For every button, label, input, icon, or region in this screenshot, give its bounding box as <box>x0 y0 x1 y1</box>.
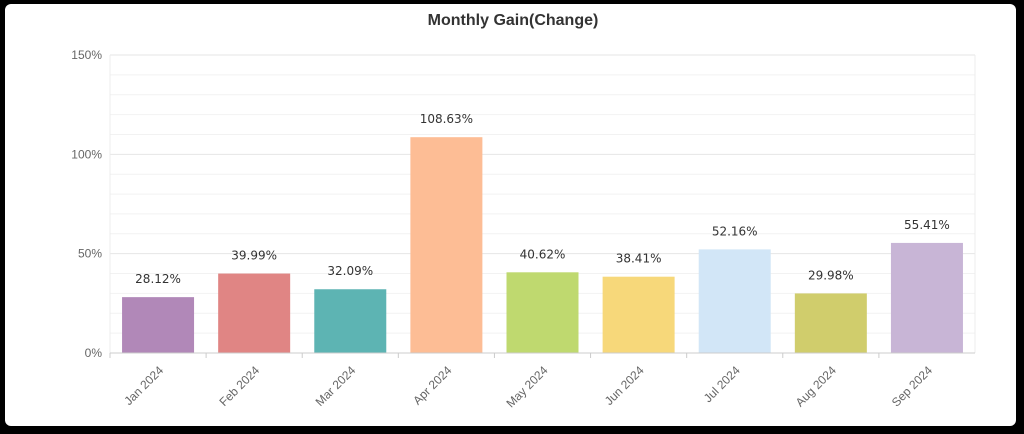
x-tick-label: Apr 2024 <box>410 363 455 408</box>
bar-aug-2024 <box>794 293 867 353</box>
bar-may-2024 <box>506 272 579 353</box>
bar-feb-2024 <box>218 273 291 353</box>
chart-title: Monthly Gain(Change) <box>428 12 599 29</box>
data-label: 29.98% <box>808 268 854 282</box>
y-tick-label: 150% <box>71 48 102 62</box>
x-tick-label: May 2024 <box>503 363 550 410</box>
x-tick-label: Sep 2024 <box>889 363 935 409</box>
data-label: 55.41% <box>904 218 950 232</box>
bar-mar-2024 <box>314 289 387 353</box>
bar-jul-2024 <box>698 249 771 353</box>
bars <box>122 137 963 353</box>
data-label: 108.63% <box>420 112 473 126</box>
data-label: 52.16% <box>712 224 758 238</box>
data-label: 39.99% <box>231 249 277 263</box>
data-labels: 28.12% 39.99% 32.09% 108.63% 40.62% 38.41% 52.… <box>135 112 950 286</box>
x-tick-label: Jan 2024 <box>121 363 166 408</box>
chart-frame <box>5 4 1016 426</box>
data-label: 28.12% <box>135 272 181 286</box>
bar-apr-2024 <box>410 137 483 353</box>
x-axis-ticks: Jan 2024 Feb 2024 Mar 2024 Apr 2024 May 2024… <box>109 353 935 410</box>
x-tick-label: Feb 2024 <box>217 363 263 409</box>
y-tick-label: 50% <box>78 247 102 261</box>
bar-sep-2024 <box>890 242 963 353</box>
data-label: 40.62% <box>520 247 566 261</box>
x-tick-label: Jun 2024 <box>602 363 647 408</box>
y-axis-ticks: 0% 50% 100% 150% <box>71 48 102 360</box>
x-tick-label: Aug 2024 <box>793 363 839 409</box>
bar-jun-2024 <box>602 276 675 353</box>
bar-jan-2024 <box>122 297 195 353</box>
x-tick-label: Mar 2024 <box>313 363 359 409</box>
data-label: 38.41% <box>616 252 662 266</box>
x-tick-label: Jul 2024 <box>701 363 743 405</box>
data-label: 32.09% <box>327 264 373 278</box>
y-tick-label: 100% <box>71 147 102 161</box>
y-tick-label: 0% <box>85 346 103 360</box>
